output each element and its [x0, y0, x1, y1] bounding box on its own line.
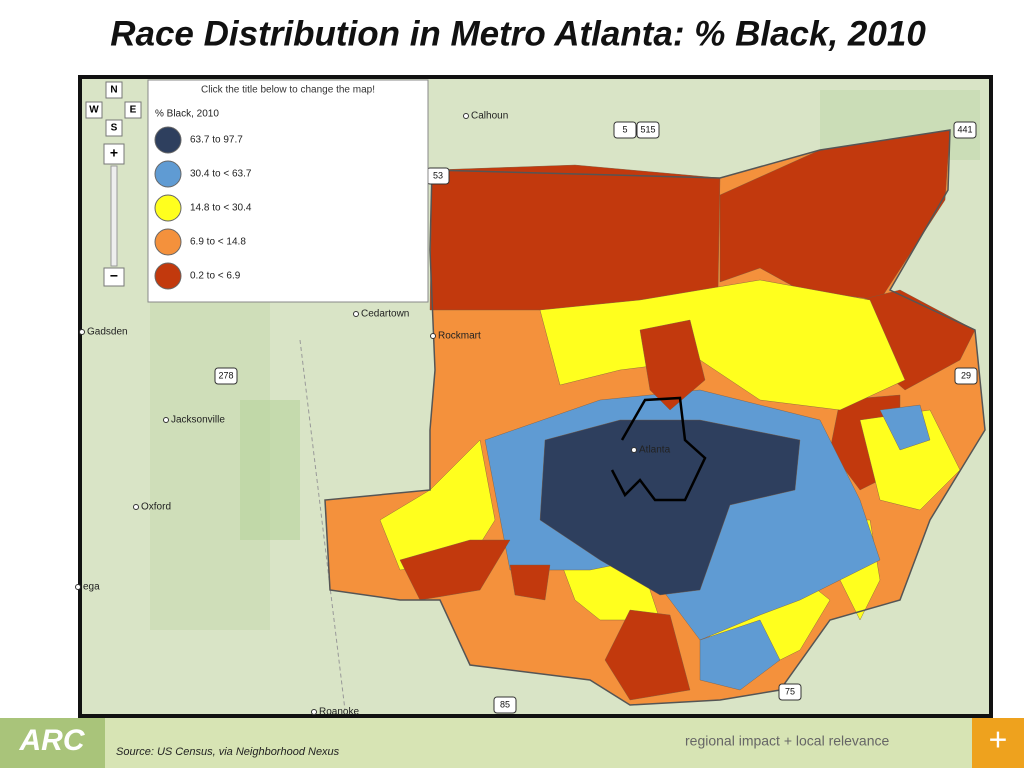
nav-button[interactable]	[85, 101, 103, 119]
tract-area	[509, 564, 551, 601]
legend-title: % Black, 2010	[155, 109, 219, 120]
tagline: regional impact + local relevance	[685, 733, 889, 749]
highway-label: 5	[622, 124, 627, 134]
place-label: Gadsden	[87, 327, 128, 338]
place-dot	[631, 447, 637, 453]
legend-swatch	[154, 194, 182, 222]
place-label: Rockmart	[438, 331, 481, 342]
highway-shield	[613, 121, 637, 139]
place-label: Roanoke	[319, 707, 359, 718]
legend-label: 0.2 to < 6.9	[190, 271, 241, 282]
legend-label: 14.8 to < 30.4	[190, 203, 252, 214]
nav-label: S	[111, 123, 118, 134]
place-dot	[353, 311, 359, 317]
map-labels: Calhoun Cedartown Rockmart Gadsden Jacksonvi…	[75, 111, 978, 718]
zoom-in[interactable]	[103, 143, 125, 165]
place-dot	[133, 504, 139, 510]
nav-button[interactable]	[124, 101, 142, 119]
place-label: Calhoun	[471, 111, 508, 122]
tract-area	[639, 319, 706, 411]
legend-swatch	[154, 126, 182, 154]
highway-label: 53	[433, 170, 443, 180]
legend-label: 63.7 to 97.7	[190, 135, 243, 146]
highway-shield	[953, 121, 977, 139]
tract-area	[399, 539, 511, 601]
highway-shield	[954, 367, 978, 385]
place-label: Atlanta	[639, 445, 671, 456]
highway-label: 278	[218, 370, 233, 380]
atlanta-city-limits	[610, 396, 707, 502]
source: Source: US Census, via Neighborhood Nexu…	[116, 746, 340, 758]
highway-shield	[636, 121, 660, 139]
zoom-out[interactable]	[103, 267, 125, 287]
legend-panel	[147, 79, 429, 303]
place-dot	[463, 113, 469, 119]
place-label: Cedartown	[361, 309, 409, 320]
legend-swatch	[154, 160, 182, 188]
region-outline	[324, 129, 986, 706]
legend-swatch	[154, 262, 182, 290]
plus-button-bg[interactable]	[972, 718, 1024, 768]
slide-title: Race Distribution in Metro Atlanta: % Bl…	[110, 14, 926, 53]
place-dot	[75, 584, 81, 590]
logo-area	[0, 718, 105, 768]
zoom-in-icon: +	[110, 145, 118, 161]
place-label: Oxford	[141, 502, 171, 513]
plus-button[interactable]: +	[989, 721, 1008, 757]
nav-label: E	[130, 105, 137, 116]
tract-area	[429, 164, 721, 313]
highway-shield	[493, 696, 517, 714]
footer	[0, 718, 1024, 768]
tract-area	[539, 279, 906, 411]
map-controls: + −	[103, 143, 125, 287]
highway-label: 441	[957, 124, 972, 134]
place-label: ega	[83, 582, 100, 593]
zoom-slider[interactable]	[110, 165, 118, 267]
census-tracts	[324, 129, 986, 706]
legend: 63.7 to 97.7 30.4 to < 63.7 14.8 to < 30.4…	[154, 126, 252, 290]
highway-label: 29	[961, 370, 971, 380]
nav-label: W	[89, 105, 99, 116]
highway-shield	[214, 367, 238, 385]
highway-label: 515	[640, 124, 655, 134]
tract-area	[879, 404, 931, 451]
logo: ARC	[19, 724, 86, 757]
forest	[240, 400, 300, 540]
place-dot	[79, 329, 85, 335]
place-label: Jacksonville	[171, 415, 225, 426]
tract-area	[539, 419, 801, 596]
nav-button[interactable]	[105, 81, 123, 99]
highway-shield	[778, 683, 802, 701]
nav-label: N	[110, 85, 117, 96]
tract-area	[604, 609, 691, 701]
legend-label: 6.9 to < 14.8	[190, 237, 246, 248]
legend-label: 30.4 to < 63.7	[190, 169, 252, 180]
zoom-out-icon: −	[110, 268, 118, 284]
nav-button[interactable]	[105, 119, 123, 137]
place-dot	[163, 417, 169, 423]
place-dot	[430, 333, 436, 339]
state-line	[299, 339, 346, 711]
place-dot	[311, 709, 317, 715]
highway-label: 75	[785, 686, 795, 696]
legend-swatch	[154, 228, 182, 256]
highway-label: 85	[500, 699, 510, 709]
tract-area	[699, 619, 781, 691]
map-instruction[interactable]: Click the title below to change the map!	[201, 85, 375, 96]
